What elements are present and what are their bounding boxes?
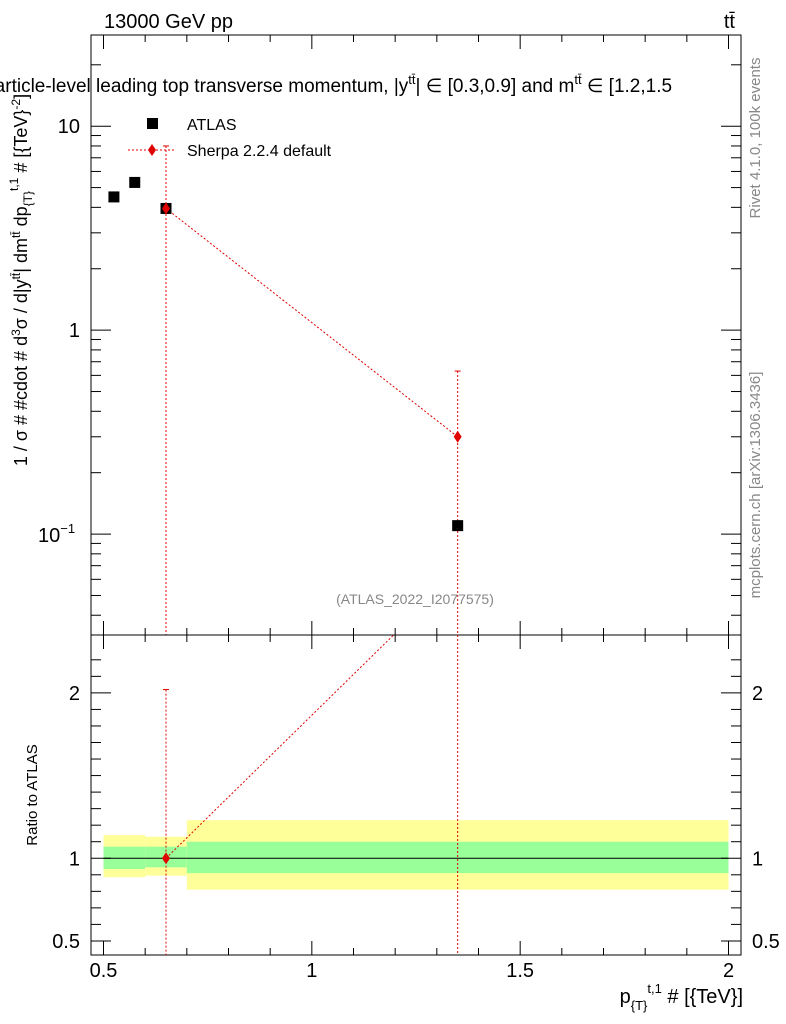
sherpa-ratio-point (162, 852, 170, 865)
sherpa-point (453, 430, 462, 443)
mcplots-label: mcplots.cern.ch [arXiv:1306.3436] (747, 372, 764, 599)
x-tick-label: 2 (723, 960, 734, 982)
x-tick-label: 1 (306, 960, 317, 982)
analysis-watermark: (ATLAS_2022_I2077575) (336, 591, 494, 607)
atlas-point (129, 176, 141, 188)
atlas-point (108, 191, 120, 203)
y-tick-label: 10 (58, 116, 80, 138)
main-axis-ticks: 10 1 10−1 (38, 35, 741, 635)
legend-atlas-marker (147, 118, 158, 129)
y-tick-label: 10−1 (38, 521, 75, 547)
atlas-point (452, 520, 464, 532)
ratio-axis-ticks: 0.5 1 1.5 2 0.5 0.5 1 1 2 2 (52, 635, 780, 982)
y-tick-label: 0.5 (752, 931, 780, 953)
sherpa-ratio-line (165, 634, 394, 859)
process-label: tt̄ (724, 11, 736, 33)
legend-sherpa-marker (148, 144, 156, 156)
sherpa-line (165, 208, 458, 438)
ratio-y-axis-label: Ratio to ATLAS (24, 744, 41, 845)
plot-title: Particle-level leading top transverse mo… (0, 72, 672, 97)
y-tick-label: 0.5 (52, 931, 80, 953)
y-tick-label: 1 (69, 320, 80, 342)
y-tick-label: 1 (752, 848, 763, 870)
x-tick-label: 1.5 (506, 960, 534, 982)
sherpa-point (162, 202, 170, 215)
ratio-frame (90, 634, 742, 956)
energy-label: 13000 GeV pp (104, 11, 233, 33)
x-tick-label: 0.5 (90, 960, 118, 982)
rivet-version-label: Rivet 4.1.0, 100k events (747, 58, 764, 219)
x-axis-label: p{T}t,1 # [{TeV}] (620, 981, 743, 1013)
y-tick-label: 1 (69, 848, 80, 870)
y-tick-label: 2 (752, 683, 763, 705)
main-y-axis-label: 1 / σ # #cdot # d3σ / d|ytt̄| dmtt̄ dp{T… (7, 94, 35, 466)
legend-sherpa-label: Sherpa 2.2.4 default (187, 143, 332, 160)
legend-atlas-label: ATLAS (187, 117, 237, 134)
y-tick-label: 2 (69, 683, 80, 705)
